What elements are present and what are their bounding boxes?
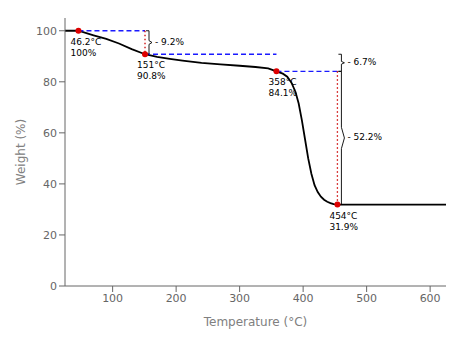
svg-text:- 52.2%: - 52.2%	[347, 132, 382, 142]
svg-text:151°C90.8%: 151°C90.8%	[137, 60, 166, 81]
svg-text:40: 40	[43, 178, 57, 191]
svg-text:- 6.7%: - 6.7%	[347, 57, 376, 67]
svg-text:0: 0	[50, 280, 57, 293]
svg-text:60: 60	[43, 127, 57, 140]
svg-text:454°C31.9%: 454°C31.9%	[329, 211, 358, 232]
svg-text:Weight (%): Weight (%)	[14, 119, 28, 185]
svg-text:80: 80	[43, 76, 57, 89]
svg-text:100: 100	[36, 25, 57, 38]
svg-text:358°C84.1%: 358°C84.1%	[268, 77, 297, 98]
svg-text:100: 100	[102, 292, 123, 305]
svg-text:300: 300	[229, 292, 250, 305]
svg-text:600: 600	[420, 292, 441, 305]
svg-text:Temperature (°C): Temperature (°C)	[203, 315, 308, 329]
svg-text:500: 500	[356, 292, 377, 305]
svg-text:20: 20	[43, 229, 57, 242]
svg-text:200: 200	[166, 292, 187, 305]
svg-text:46.2°C100%: 46.2°C100%	[70, 37, 101, 58]
svg-text:- 9.2%: - 9.2%	[155, 37, 184, 47]
svg-text:400: 400	[293, 292, 314, 305]
